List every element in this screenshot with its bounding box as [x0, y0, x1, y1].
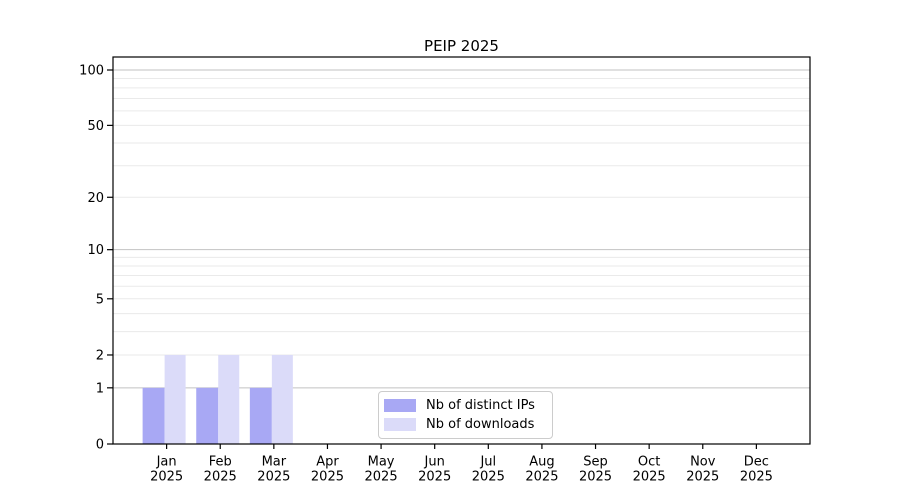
x-tick-label-year: 2025 [365, 470, 398, 485]
bar-distinct-ips-feb [196, 387, 219, 444]
x-tick-label-year: 2025 [257, 470, 290, 485]
legend-item-distinct-ips: Nb of distinct IPs [384, 398, 548, 413]
y-tick-label: 20 [87, 191, 104, 206]
x-tick-label-month: Jun [424, 455, 445, 470]
legend-swatch-downloads [384, 418, 416, 432]
legend-label-downloads: Nb of downloads [426, 417, 535, 433]
x-tick-label-month: Aug [529, 455, 554, 470]
x-tick-label-month: Mar [262, 455, 287, 470]
axes-frame [112, 56, 811, 445]
x-tick-label-month: Nov [690, 455, 716, 470]
x-tick-label-month: Jul [479, 455, 496, 470]
y-tick-label: 1 [96, 381, 104, 396]
y-tick-label: 5 [96, 292, 104, 307]
y-tick-label: 100 [79, 64, 104, 79]
x-tick-label-month: Dec [744, 455, 769, 470]
y-tick-label: 2 [96, 348, 104, 363]
x-tick-label-month: Sep [583, 455, 608, 470]
x-tick-label-year: 2025 [311, 470, 344, 485]
x-tick-label-year: 2025 [686, 470, 719, 485]
x-tick-label-month: May [368, 455, 395, 470]
x-tick-label-month: Oct [638, 455, 660, 470]
legend-label-distinct-ips: Nb of distinct IPs [426, 397, 535, 413]
legend-swatch-distinct-ips [384, 398, 416, 412]
x-tick-label-year: 2025 [472, 470, 505, 485]
x-tick-label-month: Apr [316, 455, 339, 470]
x-tick-label-year: 2025 [740, 470, 773, 485]
chart-title: PEIP 2025 [424, 37, 499, 55]
legend: Nb of distinct IPs Nb of downloads [378, 391, 553, 439]
x-tick-label-month: Jan [156, 455, 177, 470]
bar-distinct-ips-mar [249, 387, 272, 444]
x-tick-label-year: 2025 [204, 470, 237, 485]
x-tick-label-year: 2025 [525, 470, 558, 485]
bar-downloads-jan [164, 354, 186, 444]
legend-item-downloads: Nb of downloads [384, 417, 548, 432]
y-tick-label: 10 [87, 243, 104, 258]
y-tick-label: 50 [87, 119, 104, 134]
bar-downloads-mar [271, 354, 293, 444]
x-tick-label-year: 2025 [633, 470, 666, 485]
y-tick-label: 0 [96, 438, 104, 453]
x-tick-label-month: Feb [209, 455, 232, 470]
x-tick-label-year: 2025 [418, 470, 451, 485]
x-tick-label-year: 2025 [150, 470, 183, 485]
bar-downloads-feb [218, 354, 240, 444]
x-tick-label-year: 2025 [579, 470, 612, 485]
bar-distinct-ips-jan [142, 387, 165, 444]
